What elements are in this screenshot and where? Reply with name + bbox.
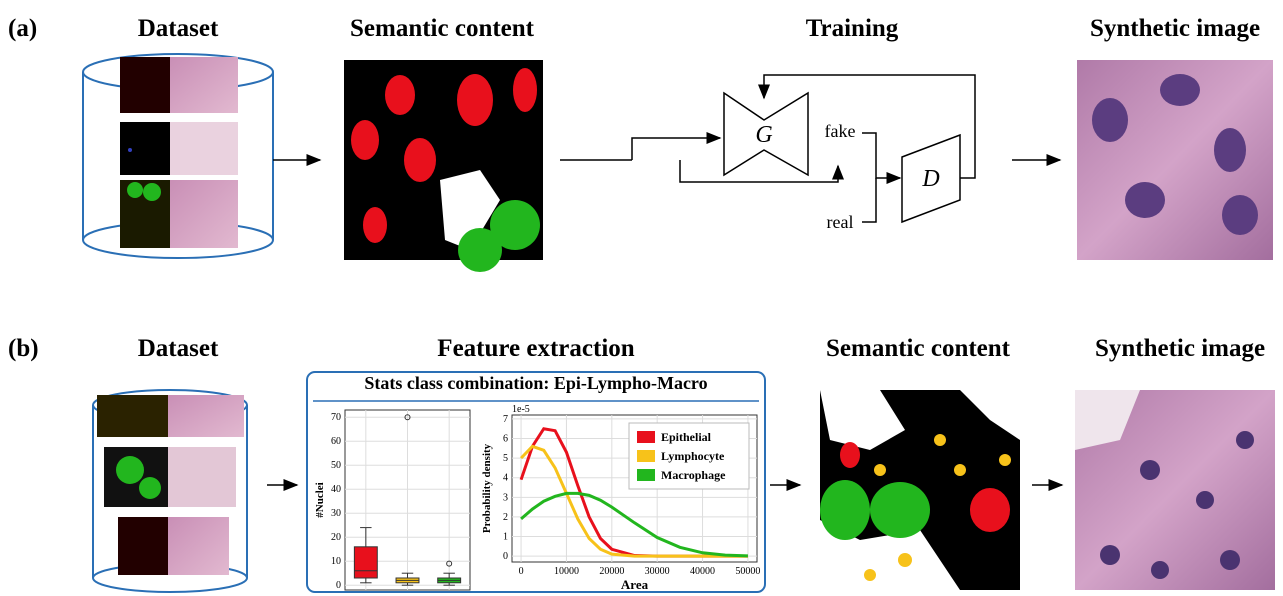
synthetic-image (1075, 390, 1275, 590)
dataset-cylinder (83, 54, 273, 258)
heading: Dataset (138, 335, 219, 362)
synthetic-image (1077, 60, 1273, 260)
offset-label: 1e-5 (512, 404, 530, 415)
generator-label: G (755, 122, 772, 148)
y-tick-label: 60 (331, 436, 341, 447)
y-tick-label: 1 (503, 532, 508, 543)
fake-label: fake (825, 121, 856, 141)
dataset-cylinder (93, 390, 247, 592)
y-tick-label: 70 (331, 412, 341, 423)
y-tick-label: 5 (503, 453, 508, 464)
heading: Training (806, 15, 899, 42)
arrow (680, 160, 838, 182)
real-label: real (827, 212, 854, 232)
semantic-image (344, 60, 543, 272)
panel-label: (b) (8, 335, 39, 362)
heading: Semantic content (350, 15, 535, 42)
x-axis-label: Area (621, 577, 649, 592)
legend-label: Lymphocyte (661, 449, 725, 463)
legend-label: Macrophage (661, 468, 726, 482)
y-tick-label: 3 (503, 492, 508, 503)
x-tick-label: 40000 (690, 566, 715, 577)
arrow (862, 133, 900, 178)
y-tick-label: 0 (336, 580, 341, 591)
connector (862, 178, 876, 222)
x-tick-label: 30000 (645, 566, 670, 577)
arrow (632, 138, 720, 160)
x-tick-label: 0 (519, 566, 524, 577)
legend-swatch (637, 431, 655, 443)
panel-label: (a) (8, 15, 37, 42)
y-tick-label: 2 (503, 512, 508, 523)
arrow (764, 75, 975, 178)
y-tick-label: 6 (503, 434, 508, 445)
heading: Dataset (138, 15, 219, 42)
y-tick-label: 30 (331, 508, 341, 519)
box (354, 547, 377, 578)
discriminator-label: D (921, 166, 939, 192)
legend-label: Epithelial (661, 430, 712, 444)
x-tick-label: 50000 (735, 566, 760, 577)
y-tick-label: 0 (503, 551, 508, 562)
heading: Synthetic image (1095, 335, 1265, 362)
legend-swatch (637, 469, 655, 481)
heading: Semantic content (826, 335, 1011, 362)
legend-swatch (637, 450, 655, 462)
x-tick-label: 10000 (554, 566, 579, 577)
heading: Synthetic image (1090, 15, 1260, 42)
y-axis-label: #Nuclei (314, 482, 326, 517)
density-line (521, 493, 748, 556)
heading: Feature extraction (437, 335, 634, 362)
y-tick-label: 40 (331, 484, 341, 495)
stats-title: Stats class combination: Epi-Lympho-Macr… (364, 373, 707, 393)
figure: (a) Dataset Semantic content Training Sy… (0, 0, 1283, 596)
y-axis-label: Probability density (481, 443, 493, 533)
y-tick-label: 4 (503, 473, 508, 484)
y-tick-label: 10 (331, 556, 341, 567)
semantic-image (820, 390, 1020, 590)
x-tick-label: 20000 (599, 566, 624, 577)
y-tick-label: 7 (503, 414, 508, 425)
y-tick-label: 50 (331, 460, 341, 471)
y-tick-label: 20 (331, 532, 341, 543)
